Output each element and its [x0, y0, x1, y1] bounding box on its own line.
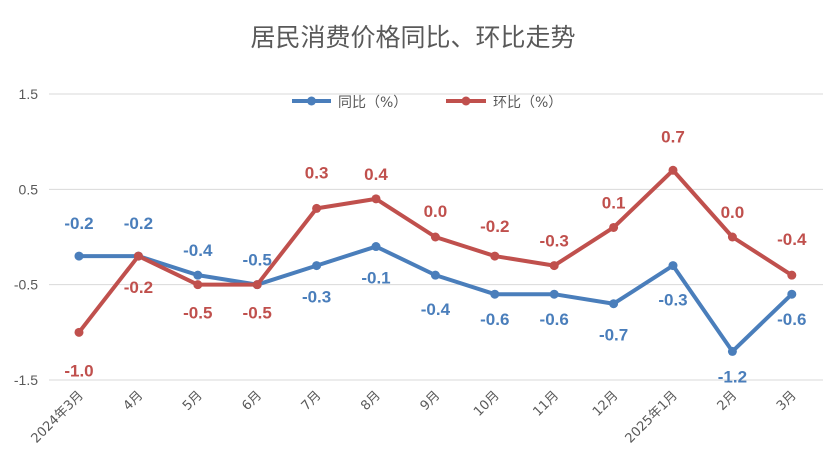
data-point — [312, 203, 322, 213]
data-point — [787, 289, 797, 299]
data-label: -1.2 — [718, 367, 747, 386]
data-label: -0.3 — [302, 288, 331, 307]
data-point — [727, 232, 737, 242]
data-label: 0.3 — [305, 163, 329, 182]
legend-item: 同比（%） — [292, 95, 407, 111]
data-label: -0.7 — [599, 326, 628, 345]
legend-label: 环比（%） — [493, 95, 562, 111]
x-tick-label: 10月 — [471, 388, 502, 419]
x-tick-label: 12月 — [590, 388, 621, 419]
data-point — [668, 165, 678, 175]
x-tick-label: 2025年1月 — [623, 388, 681, 446]
data-label: -0.5 — [183, 304, 212, 323]
data-point — [371, 194, 381, 204]
x-tick-label: 6月 — [239, 388, 265, 414]
data-label: -0.6 — [540, 310, 569, 329]
data-point — [74, 251, 84, 261]
data-label: 0.4 — [364, 165, 388, 184]
legend-swatch-marker — [461, 96, 471, 106]
x-tick-label: 5月 — [180, 388, 206, 414]
data-label: -0.2 — [124, 214, 153, 233]
x-tick-label: 2024年3月 — [29, 388, 87, 446]
data-label: -0.1 — [361, 269, 390, 288]
series-1: -0.2 -0.2 -0.4 -0.5 -0.3 -0.1 -0.4 -0.6 -0.6 -0.7… — [64, 214, 806, 386]
data-point — [312, 261, 322, 271]
series-2: -1.0 -0.2 -0.5 -0.5 0.3 0.4 0.0 -0.2 -0.3 0.1 0.7 0… — [64, 127, 807, 380]
x-tick-label: 11月 — [531, 388, 562, 419]
data-point — [668, 261, 678, 271]
y-axis: 1.5 0.5 -0.5 -1.5 — [14, 86, 38, 388]
data-point — [430, 232, 440, 242]
x-tick-label: 8月 — [358, 388, 384, 414]
data-label: -0.4 — [421, 300, 451, 319]
data-label: -0.4 — [183, 241, 213, 260]
data-label: 0.1 — [602, 193, 626, 212]
data-point — [609, 299, 619, 309]
data-label: -0.5 — [243, 304, 272, 323]
data-label: -0.4 — [777, 230, 807, 249]
data-label: 0.7 — [661, 127, 685, 146]
data-label: -0.3 — [540, 232, 569, 251]
legend-label: 同比（%） — [338, 95, 407, 111]
legend: 同比（%） 环比（%） — [292, 95, 562, 111]
legend-swatch-marker — [307, 96, 316, 106]
data-point — [74, 327, 84, 337]
x-tick-label: 3月 — [774, 388, 800, 414]
data-point — [787, 270, 797, 280]
data-label: 0.0 — [721, 203, 745, 222]
y-tick-label: -1.5 — [14, 372, 38, 388]
data-point — [490, 251, 500, 261]
data-point — [727, 346, 737, 356]
data-label: -0.6 — [480, 310, 509, 329]
data-point — [193, 270, 203, 280]
y-tick-label: 1.5 — [19, 86, 39, 102]
x-tick-label: 7月 — [299, 388, 325, 414]
data-point — [490, 289, 500, 299]
data-point — [252, 280, 262, 290]
data-label: -0.2 — [124, 278, 153, 297]
data-point — [193, 280, 203, 290]
data-label: -0.6 — [777, 310, 806, 329]
legend-item: 环比（%） — [446, 95, 562, 111]
data-point — [430, 270, 440, 280]
data-label: 0.0 — [424, 202, 448, 221]
x-axis: 2024年3月 4月 5月 6月 7月 8月 9月 10月 11月 12月 2025年1月 2月 3月 — [29, 388, 800, 446]
data-label: -0.3 — [658, 291, 687, 310]
data-point — [609, 222, 619, 232]
gridlines — [49, 93, 823, 381]
chart-title: 居民消费价格同比、环比走势 — [250, 23, 575, 52]
data-label: -0.5 — [243, 251, 272, 270]
x-tick-label: 4月 — [121, 388, 147, 414]
x-tick-label: 9月 — [418, 388, 444, 414]
data-point — [549, 261, 559, 271]
data-label: -1.0 — [64, 361, 93, 380]
y-tick-label: -0.5 — [14, 277, 38, 293]
y-tick-label: 0.5 — [19, 181, 39, 197]
series-group: -0.2 -0.2 -0.4 -0.5 -0.3 -0.1 -0.4 -0.6 -0.6 -0.7… — [64, 127, 807, 386]
data-point — [371, 242, 381, 252]
data-point — [549, 289, 559, 299]
x-tick-label: 2月 — [715, 388, 741, 414]
data-label: -0.2 — [480, 217, 509, 236]
data-point — [133, 251, 143, 261]
data-label: -0.2 — [64, 214, 93, 233]
